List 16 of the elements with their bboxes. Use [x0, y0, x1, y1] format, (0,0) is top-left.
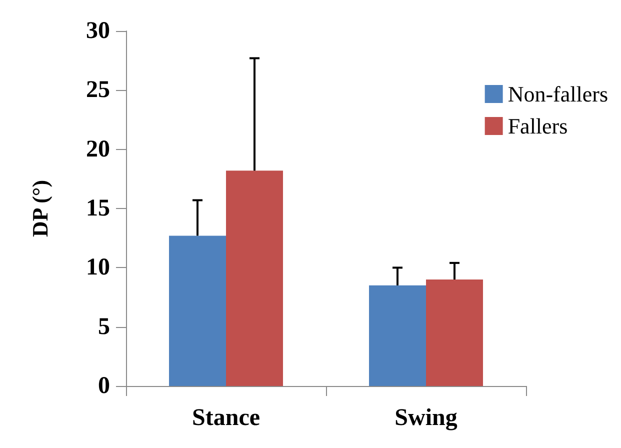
legend-label: Non-fallers	[508, 82, 608, 106]
y-tick-label: 0	[98, 373, 110, 399]
bar	[226, 170, 283, 386]
x-tick-label: Stance	[192, 405, 260, 431]
y-tick-label: 25	[86, 77, 110, 104]
x-tick-label: Swing	[394, 405, 458, 431]
y-tick-label: 30	[86, 18, 110, 44]
y-tick-label: 20	[86, 136, 110, 162]
y-axis-title: DP (°)	[28, 180, 52, 238]
y-tick-label: 10	[86, 254, 110, 281]
bar	[169, 236, 226, 386]
legend-label: Fallers	[508, 114, 568, 138]
bar	[426, 280, 483, 386]
bar	[369, 285, 426, 386]
y-tick-label: 15	[86, 196, 110, 222]
y-tick-label: 5	[98, 314, 110, 340]
